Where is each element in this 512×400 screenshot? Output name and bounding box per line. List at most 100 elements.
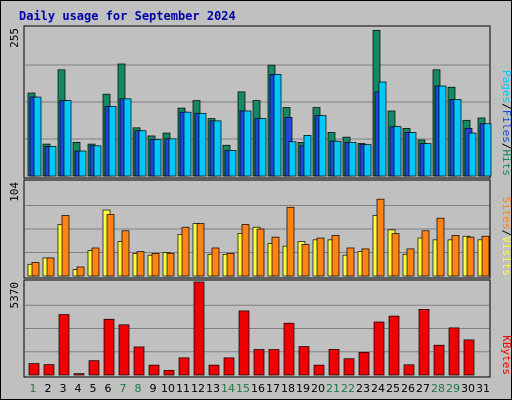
bar-pages-day-8 xyxy=(138,130,147,177)
bar-sites-day-17 xyxy=(271,236,280,277)
bar-sites-day-27 xyxy=(421,230,430,277)
bar-sites-day-22 xyxy=(346,247,355,277)
day-label-20: 20 xyxy=(311,382,325,395)
bar-kbytes-day-8 xyxy=(133,346,145,376)
bar-sites-day-6 xyxy=(106,214,115,277)
panel-visits-sites: 104 Sites/Visits xyxy=(8,179,512,279)
bar-kbytes-day-19 xyxy=(298,346,310,376)
bar-sites-day-23 xyxy=(361,248,370,277)
bar-kbytes-day-4 xyxy=(73,373,85,376)
legend-sites: Sites xyxy=(500,197,512,230)
bar-pages-day-23 xyxy=(363,144,372,177)
bar-pages-day-2 xyxy=(48,146,57,177)
bar-pages-day-22 xyxy=(348,141,357,177)
bar-kbytes-day-27 xyxy=(418,309,430,376)
bar-pages-day-9 xyxy=(153,139,162,177)
bar-sites-day-1 xyxy=(31,262,40,277)
bar-kbytes-day-16 xyxy=(253,349,265,376)
day-label-9: 9 xyxy=(150,382,157,395)
bar-pages-day-25 xyxy=(393,126,402,177)
bar-sites-day-13 xyxy=(211,247,220,277)
day-label-16: 16 xyxy=(251,382,265,395)
bar-pages-day-1 xyxy=(33,96,42,177)
bar-kbytes-day-18 xyxy=(283,322,295,376)
bar-kbytes-day-1 xyxy=(28,363,40,376)
bar-pages-day-19 xyxy=(303,135,312,177)
day-label-27: 27 xyxy=(416,382,430,395)
day-label-24: 24 xyxy=(371,382,385,395)
bar-pages-day-11 xyxy=(183,111,192,177)
bar-pages-day-31 xyxy=(483,123,492,177)
legend-hits: Hits xyxy=(500,150,512,177)
bar-sites-day-29 xyxy=(451,234,460,277)
bar-sites-day-7 xyxy=(121,230,130,277)
bar-sites-day-24 xyxy=(376,198,385,277)
y-max-label: 255 xyxy=(8,28,21,48)
day-label-11: 11 xyxy=(176,382,190,395)
day-label-23: 23 xyxy=(356,382,370,395)
panel-legend: KBytes xyxy=(500,335,512,375)
legend-visits: Visits xyxy=(500,236,512,276)
bar-sites-day-4 xyxy=(76,266,85,277)
day-label-3: 3 xyxy=(60,382,67,395)
bar-pages-day-24 xyxy=(378,81,387,177)
bar-pages-day-15 xyxy=(243,110,252,177)
bar-kbytes-day-29 xyxy=(448,327,460,376)
bar-sites-day-18 xyxy=(286,206,295,277)
bar-kbytes-day-12 xyxy=(193,281,205,376)
bar-sites-day-28 xyxy=(436,217,445,277)
bar-kbytes-day-10 xyxy=(163,369,175,376)
bar-sites-day-21 xyxy=(331,234,340,277)
bar-kbytes-day-3 xyxy=(58,314,70,376)
bar-kbytes-day-25 xyxy=(388,315,400,376)
day-label-13: 13 xyxy=(206,382,220,395)
bar-kbytes-day-24 xyxy=(373,321,385,376)
bar-sites-day-2 xyxy=(46,257,55,277)
bar-sites-day-30 xyxy=(466,236,475,277)
bar-sites-day-11 xyxy=(181,226,190,277)
day-label-7: 7 xyxy=(120,382,127,395)
day-label-25: 25 xyxy=(386,382,400,395)
day-label-31: 31 xyxy=(476,382,490,395)
day-label-18: 18 xyxy=(281,382,295,395)
bar-pages-day-10 xyxy=(168,138,177,177)
day-label-12: 12 xyxy=(191,382,205,395)
bar-kbytes-day-9 xyxy=(148,364,160,376)
bar-pages-day-17 xyxy=(273,74,282,177)
bar-kbytes-day-6 xyxy=(103,318,115,376)
y-max-label: 5370 xyxy=(8,282,21,309)
bar-kbytes-day-11 xyxy=(178,357,190,376)
day-axis-labels: 1 2 3 4 5 6 7 8 9 10 11 12 13 14 15 16 17 18 19 20 21 22 23 24 2… xyxy=(30,382,491,395)
bar-sites-day-3 xyxy=(61,215,70,277)
bar-pages-day-21 xyxy=(333,140,342,177)
panel-legend: Sites/Visits xyxy=(500,197,512,277)
day-label-1: 1 xyxy=(30,382,37,395)
bar-pages-day-6 xyxy=(108,106,117,177)
bar-kbytes-day-13 xyxy=(208,364,220,376)
bar-kbytes-day-20 xyxy=(313,364,325,376)
bar-kbytes-day-30 xyxy=(463,339,475,376)
legend-separator: / xyxy=(500,103,512,110)
legend-pages: Pages xyxy=(500,70,512,103)
bar-kbytes-day-5 xyxy=(88,360,100,376)
bar-pages-day-4 xyxy=(78,150,87,177)
bar-pages-day-26 xyxy=(408,132,417,177)
bar-sites-day-15 xyxy=(241,224,250,277)
chart-title: Daily usage for September 2024 xyxy=(19,9,236,23)
panel-legend: Pages/Files/Hits xyxy=(500,70,512,176)
day-label-21: 21 xyxy=(326,382,340,395)
bar-pages-day-18 xyxy=(288,141,297,177)
bar-pages-day-16 xyxy=(258,118,267,177)
day-label-29: 29 xyxy=(446,382,460,395)
chart-panels: 255Pages/Files/Hits104Sites/Visits5370KB… xyxy=(8,25,512,378)
day-label-28: 28 xyxy=(431,382,445,395)
bar-sites-day-8 xyxy=(136,251,145,277)
bar-sites-day-12 xyxy=(196,223,205,277)
day-label-14: 14 xyxy=(221,382,235,395)
panel-kbytes: 5370 KBytes xyxy=(8,279,512,378)
day-label-5: 5 xyxy=(90,382,97,395)
bar-pages-day-27 xyxy=(423,143,432,177)
day-label-30: 30 xyxy=(461,382,475,395)
